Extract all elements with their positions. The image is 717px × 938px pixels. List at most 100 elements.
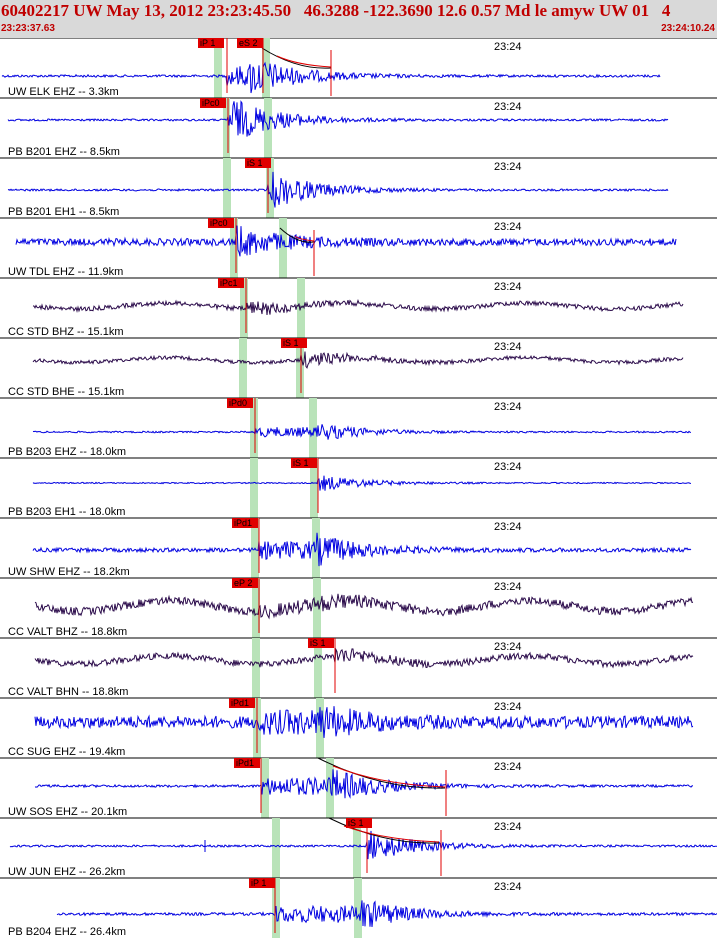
p-window: [239, 338, 247, 398]
s-window: [326, 758, 334, 818]
coda-fit: [294, 235, 315, 242]
pick-badge: [234, 758, 260, 768]
event-header: 60402217 UW May 13, 2012 23:23:45.50 46.…: [0, 0, 717, 38]
seismogram-panel: 23:24 iP 1 eS 2 UW ELK EHZ -- 3.3km 23:24 iPc…: [0, 38, 717, 938]
channel-row: 23:24 iS 1 PB B203 EH1 -- 18.0km: [0, 457, 717, 518]
coda-fit: [332, 765, 446, 788]
waveform-trace: [7, 171, 669, 208]
channel-label: PB B203 EHZ -- 18.0km: [8, 446, 126, 458]
time-label: 23:24: [494, 221, 522, 233]
time-label: 23:24: [494, 821, 522, 833]
channel-label: PB B204 EHZ -- 26.4km: [8, 926, 126, 938]
coda-curve: [261, 47, 332, 69]
coda-curve: [317, 757, 446, 789]
channel-row: 23:24 iPd1 UW SOS EHZ -- 20.1km: [0, 757, 717, 818]
p-window: [214, 38, 222, 98]
p-window: [240, 278, 248, 338]
pick-badge: [346, 818, 372, 828]
pick-label: eS 2: [239, 38, 258, 48]
p-window: [223, 158, 231, 218]
time-label: 23:24: [494, 101, 522, 113]
channel-row: 23:24 iPd1 UW SHW EHZ -- 18.2km: [0, 517, 717, 578]
channel-row: 23:24 iPc1 CC STD BHZ -- 15.1km: [0, 277, 717, 338]
s-window: [353, 818, 361, 878]
s-window: [296, 338, 304, 398]
channel-label: CC STD BHE -- 15.1km: [8, 386, 124, 398]
pick-label: iS 1: [293, 458, 309, 468]
pick-badge: [232, 518, 258, 528]
coda-fit: [276, 55, 332, 68]
waveform-trace: [34, 593, 694, 620]
pick-badge: [281, 338, 307, 348]
pick-label: iPd1: [236, 758, 254, 768]
end-time: 23:24:10.24: [661, 23, 715, 34]
time-label: 23:24: [494, 581, 522, 593]
channel-row: 23:24 eP 2 CC VALT BHZ -- 18.8km: [0, 577, 717, 638]
time-label: 23:24: [494, 461, 522, 473]
pick-badge: [232, 578, 258, 588]
pick-badge: [200, 98, 226, 108]
channel-row: 23:24 iP 1 eS 2 UW ELK EHZ -- 3.3km: [0, 38, 717, 98]
time-label: 23:24: [494, 41, 522, 53]
channel-row: 23:24 iS 1 CC VALT BHN -- 18.8km: [0, 637, 717, 698]
channel-label: CC VALT BHN -- 18.8km: [8, 686, 128, 698]
time-label: 23:24: [494, 401, 522, 413]
coda-curve: [328, 817, 440, 844]
time-label: 23:24: [494, 701, 522, 713]
s-window: [266, 158, 274, 218]
waveform-trace: [7, 100, 669, 137]
event-title: 60402217 UW May 13, 2012 23:23:45.50 46.…: [1, 1, 671, 20]
pick-badge: [208, 218, 234, 228]
channel-label: PB B201 EH1 -- 8.5km: [8, 206, 119, 218]
s-window: [314, 638, 322, 698]
pick-badge: [218, 278, 244, 288]
pick-label: iP 1: [251, 878, 266, 888]
channel-label: UW SHW EHZ -- 18.2km: [8, 566, 130, 578]
channel-row: 23:24 iS 1 CC STD BHE -- 15.1km: [0, 337, 717, 398]
s-window: [354, 878, 362, 938]
s-window: [310, 458, 318, 518]
waveform-trace: [34, 769, 694, 799]
time-label: 23:24: [494, 521, 522, 533]
p-window: [223, 98, 230, 158]
time-label: 23:24: [494, 161, 522, 173]
channel-label: CC STD BHZ -- 15.1km: [8, 326, 124, 338]
channel-label: UW JUN EHZ -- 26.2km: [8, 866, 125, 878]
p-window: [250, 458, 258, 518]
channel-label: CC SUG EHZ -- 19.4km: [8, 746, 125, 758]
p-window: [250, 398, 258, 458]
waveform-trace: [32, 532, 692, 567]
waveform-trace: [32, 424, 692, 440]
time-label: 23:24: [494, 281, 522, 293]
channel-row: 23:24 iPd0 PB B203 EHZ -- 18.0km: [0, 397, 717, 458]
start-time: 23:23:37.63: [1, 23, 55, 34]
waveform-trace: [34, 706, 694, 738]
pick-label: iP 1: [200, 38, 215, 48]
channel-row: 23:24 iP 1 PB B204 EHZ -- 26.4km: [0, 877, 717, 938]
pick-label: iPc0: [210, 218, 228, 228]
pick-badge: [227, 398, 253, 408]
pick-badge: [291, 458, 317, 468]
pick-label: iS 1: [310, 638, 326, 648]
pick-badge: [249, 878, 275, 888]
time-label: 23:24: [494, 341, 522, 353]
pick-label: iS 1: [348, 818, 364, 828]
s-window: [313, 578, 321, 638]
pick-badge: [308, 638, 334, 648]
time-label: 23:24: [494, 761, 522, 773]
coda-curve: [279, 227, 315, 243]
p-window: [230, 218, 238, 278]
p-window: [252, 578, 260, 638]
channel-row: 23:24 iS 1 UW JUN EHZ -- 26.2km: [0, 817, 717, 878]
pick-label: iPc1: [220, 278, 238, 288]
pick-label: iS 1: [247, 158, 263, 168]
channel-label: UW TDL EHZ -- 11.9km: [8, 266, 123, 278]
s-window: [316, 698, 324, 758]
p-window: [272, 818, 280, 878]
channel-label: CC VALT BHZ -- 18.8km: [8, 626, 127, 638]
channel-row: 23:24 iS 1 PB B201 EH1 -- 8.5km: [0, 157, 717, 218]
pick-badge: [229, 698, 255, 708]
pick-label: eP 2: [234, 578, 252, 588]
pick-badge: [237, 38, 263, 48]
